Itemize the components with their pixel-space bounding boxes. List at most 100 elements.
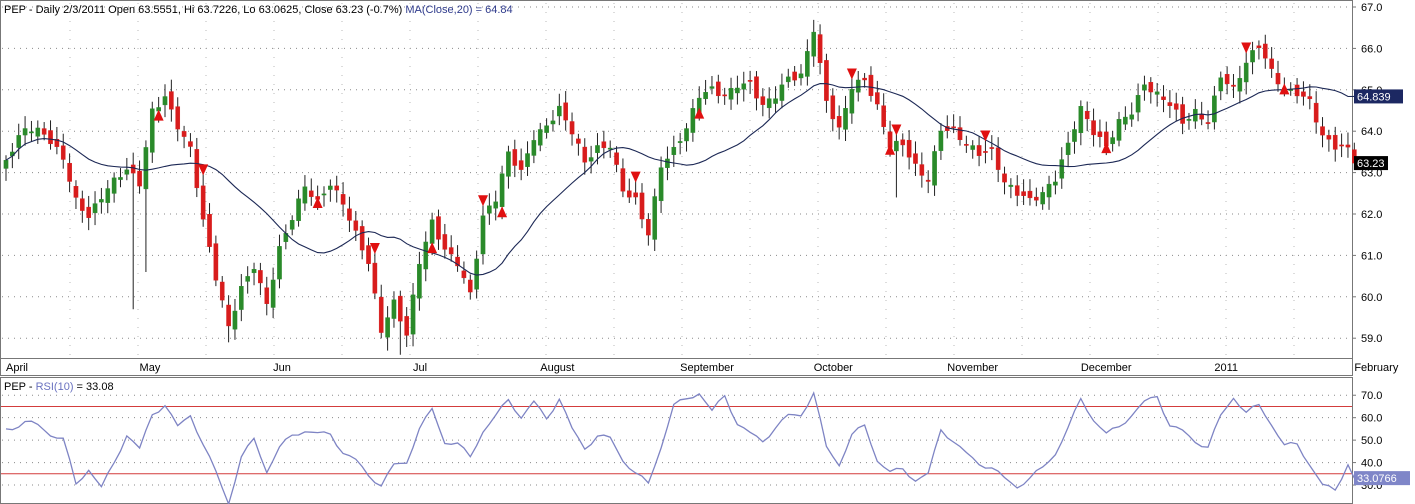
candle-body — [1002, 173, 1007, 183]
candle-body — [143, 147, 149, 190]
candle-body — [86, 206, 91, 218]
candle-body — [595, 145, 600, 153]
rsi-axis-label: 50.0 — [1361, 435, 1382, 447]
candle-body — [531, 140, 537, 156]
candle-body — [849, 89, 855, 114]
candle-body — [588, 157, 594, 162]
buy-signal-arrow — [1279, 83, 1290, 95]
candle-body — [1186, 119, 1192, 121]
candles — [3, 19, 1357, 355]
candle-body — [296, 198, 301, 222]
candle-body — [111, 177, 117, 194]
candle-body — [1034, 196, 1039, 201]
candle-body — [1256, 45, 1262, 49]
candle-body — [703, 92, 708, 100]
candle-body — [894, 140, 899, 152]
candle-body — [35, 127, 41, 137]
candle-body — [391, 299, 397, 319]
candle-body — [1237, 78, 1243, 92]
candle-body — [162, 96, 168, 106]
candle-body — [932, 151, 937, 186]
candle-body — [105, 188, 111, 203]
candle-body — [760, 96, 766, 105]
candle-body — [919, 164, 925, 176]
candle-body — [239, 286, 244, 310]
buy-signal-arrow — [1101, 142, 1112, 154]
rsi-header: PEP - RSI(10) = 33.08 — [4, 381, 114, 393]
candle-body — [149, 108, 155, 153]
candle-body — [1199, 113, 1204, 120]
candle-body — [124, 169, 130, 175]
candle-body — [1110, 137, 1115, 145]
sell-signal-arrow — [478, 195, 488, 207]
candle-body — [334, 185, 340, 191]
candle-body — [1332, 134, 1338, 150]
month-label: November — [947, 362, 998, 374]
candle-body — [277, 246, 282, 280]
candle-body — [951, 126, 956, 129]
candle-body — [665, 158, 670, 168]
candle-body — [868, 74, 874, 96]
candle-body — [671, 146, 677, 155]
candle-body — [340, 194, 346, 205]
candle-body — [747, 80, 753, 82]
candle-body — [824, 60, 829, 101]
candle-body — [1218, 77, 1224, 92]
candle-body — [569, 121, 575, 135]
candle-body — [811, 31, 817, 57]
price-axis: 59.060.061.062.063.064.065.066.067.0 — [1352, 2, 1382, 345]
price-axis-label: 60.0 — [1361, 292, 1382, 304]
rsi-line — [5, 391, 1355, 504]
candle-body — [741, 83, 747, 90]
candle-body — [773, 98, 778, 104]
buy-signal-arrow — [885, 143, 896, 155]
candle-body — [626, 190, 632, 198]
candle-body — [1307, 96, 1313, 100]
price-axis-label: 66.0 — [1361, 43, 1382, 55]
candle-body — [550, 120, 556, 125]
rsi-axis-label: 40.0 — [1361, 458, 1382, 470]
candle-body — [1161, 96, 1166, 100]
candle-body — [487, 205, 492, 214]
candle-body — [639, 192, 645, 220]
candle-body — [41, 128, 47, 135]
candle-body — [455, 256, 460, 267]
candle-body — [448, 247, 454, 255]
candle-body — [499, 173, 505, 207]
month-labels: April May Jun Jul August September October Nove… — [6, 362, 1399, 374]
candle-body — [423, 241, 429, 270]
rsi-axis-label: 60.0 — [1361, 413, 1382, 425]
rsi-tags: 33.0766 — [1354, 471, 1410, 486]
candle-body — [1014, 185, 1020, 196]
month-label: September — [680, 362, 734, 374]
candle-body — [843, 108, 848, 130]
candle-body — [1224, 74, 1230, 85]
candle-body — [1059, 159, 1065, 179]
candle-body — [232, 310, 238, 330]
candle-body — [900, 139, 906, 146]
candle-body — [398, 295, 403, 322]
candle-body — [169, 91, 174, 110]
candle-body — [1008, 184, 1014, 187]
candle-body — [29, 131, 34, 134]
candle-body — [289, 220, 295, 230]
candle-body — [728, 87, 734, 100]
price-header-symbol: PEP — [4, 4, 26, 16]
candle-body — [493, 201, 499, 209]
candle-body — [716, 81, 721, 97]
candle-body — [175, 106, 181, 130]
rsi-panel-frame — [0, 377, 1353, 504]
candle-body — [328, 185, 333, 190]
sell-signal-arrow — [980, 130, 991, 142]
candle-body — [1046, 183, 1052, 198]
month-label: August — [540, 362, 574, 374]
month-label: 2011 — [1214, 362, 1238, 374]
rsi-header-indicator: RSI(10) — [36, 381, 74, 393]
candle-body — [92, 203, 98, 214]
candle-body — [525, 153, 530, 167]
candle-body — [576, 138, 581, 144]
candle-body — [1205, 122, 1211, 124]
candle-body — [1129, 114, 1135, 120]
candle-body — [1231, 84, 1236, 87]
